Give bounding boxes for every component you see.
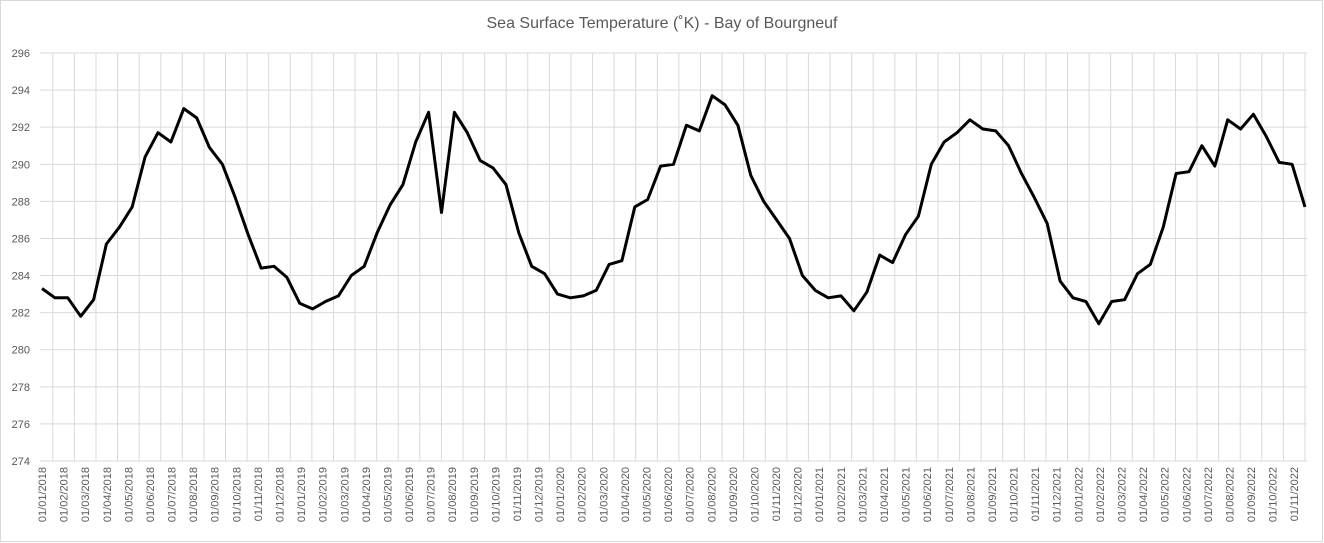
x-tick-label: 01/10/2022 — [1268, 467, 1280, 522]
x-tick-label: 01/02/2020 — [577, 467, 589, 522]
x-tick-label: 01/02/2021 — [836, 467, 848, 522]
x-tick-label: 01/07/2020 — [685, 467, 697, 522]
x-tick-label: 01/04/2021 — [879, 467, 891, 522]
x-tick-label: 01/05/2020 — [642, 467, 654, 522]
y-tick-label: 288 — [12, 196, 30, 208]
y-tick-label: 276 — [12, 419, 30, 431]
y-tick-label: 290 — [12, 159, 30, 171]
x-tick-label: 01/06/2019 — [404, 467, 416, 522]
y-tick-label: 282 — [12, 308, 30, 320]
x-tick-label: 01/12/2021 — [1052, 467, 1064, 522]
x-tick-label: 01/05/2021 — [901, 467, 913, 522]
x-tick-label: 01/06/2018 — [145, 467, 157, 522]
y-tick-label: 284 — [12, 271, 30, 283]
line — [41, 94, 1307, 326]
y-tick-label: 286 — [12, 233, 30, 245]
x-tick-label: 01/11/2022 — [1289, 467, 1301, 521]
x-tick-label: 01/04/2019 — [361, 467, 373, 522]
x-tick-label: 01/08/2022 — [1224, 467, 1236, 522]
x-tick-label: 01/11/2018 — [253, 467, 265, 521]
x-tick-label: 01/11/2021 — [1030, 467, 1042, 521]
x-tick-label: 01/09/2018 — [210, 467, 222, 522]
x-tick-label: 01/10/2018 — [231, 467, 243, 522]
x-tick-label: 01/03/2020 — [598, 467, 610, 522]
x-tick-label: 01/01/2018 — [37, 467, 49, 522]
x-tick-label: 01/11/2020 — [771, 467, 783, 521]
x-tick-label: 01/01/2019 — [296, 467, 308, 522]
chart-title: Sea Surface Temperature (˚K) - Bay of Bo… — [487, 15, 839, 32]
x-tick-label: 01/05/2019 — [382, 467, 394, 522]
x-tick-label: 01/02/2019 — [318, 467, 330, 522]
x-tick-label: 01/05/2018 — [123, 467, 135, 522]
x-tick-label: 01/10/2019 — [490, 467, 502, 522]
x-tick-label: 01/08/2020 — [706, 467, 718, 522]
x-tick-label: 01/09/2019 — [469, 467, 481, 522]
x-tick-label: 01/07/2021 — [944, 467, 956, 522]
x-tick-label: 01/12/2019 — [534, 467, 546, 522]
x-tick-label: 01/06/2020 — [663, 467, 675, 522]
x-tick-label: 01/09/2022 — [1246, 467, 1258, 522]
x-tick-label: 01/01/2020 — [555, 467, 567, 522]
x-tick-label: 01/11/2019 — [512, 467, 524, 521]
x-tick-label: 01/08/2018 — [188, 467, 200, 522]
x-tick-label: 01/01/2021 — [814, 467, 826, 522]
x-tick-label: 01/07/2022 — [1203, 467, 1215, 522]
x-tick-label: 01/04/2022 — [1138, 467, 1150, 522]
x-tick-label: 01/03/2022 — [1116, 467, 1128, 522]
x-tick-label: 01/09/2021 — [987, 467, 999, 522]
x-tick-label: 01/01/2022 — [1073, 467, 1085, 522]
x-tick-label: 01/06/2021 — [922, 467, 934, 522]
x-tick-label: 01/07/2019 — [426, 467, 438, 522]
x-tick-label: 01/10/2020 — [749, 467, 761, 522]
y-tick-label: 292 — [12, 122, 30, 134]
x-tick-label: 01/02/2022 — [1095, 467, 1107, 522]
x-tick-label: 01/12/2018 — [274, 467, 286, 522]
x-tick-label: 01/09/2020 — [728, 467, 740, 522]
x-tick-label: 01/04/2020 — [620, 467, 632, 522]
x-tick-label: 01/03/2019 — [339, 467, 351, 522]
x-tick-label: 01/03/2018 — [80, 467, 92, 522]
x-tick-label: 01/08/2021 — [965, 467, 977, 522]
y-tick-label: 294 — [12, 85, 30, 97]
x-tick-label: 01/06/2022 — [1181, 467, 1193, 522]
x-tick-label: 01/02/2018 — [59, 467, 71, 522]
y-tick-label: 278 — [12, 382, 30, 394]
x-tick-label: 01/08/2019 — [447, 467, 459, 522]
y-tick-label: 280 — [12, 345, 30, 357]
x-tick-label: 01/04/2018 — [102, 467, 114, 522]
x-tick-label: 01/03/2021 — [857, 467, 869, 522]
x-tick-label: 01/12/2020 — [793, 467, 805, 522]
x-tick-label: 01/05/2022 — [1160, 467, 1172, 522]
x-tick-label: 01/10/2021 — [1009, 467, 1021, 522]
y-tick-label: 274 — [12, 456, 30, 468]
x-tick-label: 01/07/2018 — [167, 467, 179, 522]
y-tick-label: 296 — [12, 48, 30, 60]
